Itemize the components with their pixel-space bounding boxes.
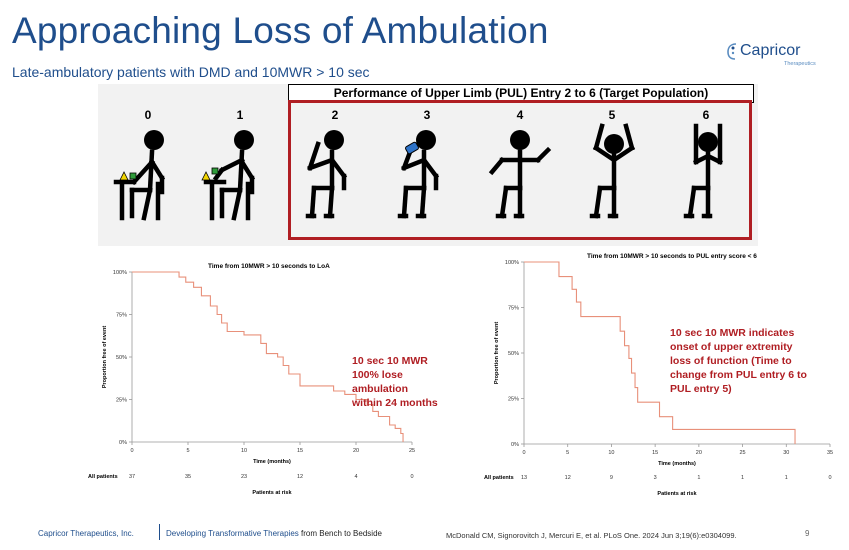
pul-entry-label: 2 [331, 108, 339, 122]
footer-tagline-blue: Developing Transformative Therapies [166, 529, 299, 538]
target-population-highlight [288, 100, 752, 240]
y-tick-label: 50% [116, 355, 127, 361]
pul-figure-6-icon [683, 123, 724, 219]
x-tick-label: 35 [827, 450, 833, 456]
slide-subtitle: Late-ambulatory patients with DMD and 10… [12, 64, 370, 80]
x-tick-label: 0 [130, 448, 133, 454]
risk-table-value: 23 [241, 474, 247, 480]
chart-2-km-plot: 0%25%50%75%100%013512109153201251301350T… [484, 260, 833, 497]
km-survival-curve [524, 261, 796, 444]
risk-table-value: 12 [565, 475, 571, 481]
chart-1-annotation: 10 sec 10 MWR 100% lose ambulation withi… [352, 355, 438, 409]
y-tick-label: 75% [508, 306, 519, 312]
pul-entry-label: 1 [236, 108, 244, 122]
y-tick-label: 100% [113, 270, 127, 276]
x-tick-label: 25 [740, 450, 746, 456]
risk-table-caption: Patients at risk [657, 491, 697, 497]
x-axis-label: Time (months) [253, 459, 291, 465]
y-tick-label: 0% [511, 442, 519, 448]
risk-table-value: 35 [185, 474, 191, 480]
pul-figure-5-icon [589, 123, 636, 219]
logo-mark-icon [727, 43, 737, 60]
x-tick-label: 15 [297, 448, 303, 454]
pul-figure-0-icon [113, 130, 166, 221]
chart-2-title: Time from 10MWR > 10 seconds to PUL entr… [587, 253, 757, 260]
pul-entry-label: 5 [608, 108, 616, 122]
risk-table-value: 1 [697, 475, 700, 481]
x-tick-label: 15 [652, 450, 658, 456]
pul-figure-3-icon [397, 130, 440, 219]
x-tick-label: 20 [696, 450, 702, 456]
x-tick-label: 20 [353, 448, 359, 454]
pul-figure-4-icon [488, 130, 552, 219]
y-tick-label: 25% [508, 397, 519, 403]
footer-divider [159, 524, 160, 540]
slide-title: Approaching Loss of Ambulation [12, 10, 549, 51]
risk-table-value: 13 [521, 475, 527, 481]
km-survival-curve [132, 271, 404, 442]
y-tick-label: 50% [508, 351, 519, 357]
chart-2-annotation: 10 sec 10 MWR indicates onset of upper e… [670, 327, 807, 395]
risk-table-value: 1 [785, 475, 788, 481]
pul-entry-label: 0 [144, 108, 152, 122]
y-axis-label: Proportion free of event [102, 326, 108, 389]
risk-table-value: 37 [129, 474, 135, 480]
x-tick-label: 10 [608, 450, 614, 456]
x-tick-label: 25 [409, 448, 415, 454]
x-tick-label: 5 [566, 450, 569, 456]
y-tick-label: 100% [505, 260, 519, 266]
footer-citation: McDonald CM, Signorovitch J, Mercuri E, … [446, 531, 737, 540]
pul-figure-1-icon [201, 130, 256, 221]
pul-figure-2-icon [305, 130, 348, 219]
y-tick-label: 25% [116, 398, 127, 404]
pul-entry-label: 3 [423, 108, 431, 122]
chart-1-title: Time from 10MWR > 10 seconds to LoA [208, 263, 330, 270]
capricor-logo: Capricor Therapeutics [726, 40, 826, 74]
risk-table-value: 0 [410, 474, 413, 480]
risk-table-value: 1 [741, 475, 744, 481]
footer-tagline: Developing Transformative Therapies from… [166, 529, 382, 538]
logo-tagline: Therapeutics [784, 61, 816, 67]
y-axis-label: Proportion free of event [494, 322, 500, 385]
risk-table-value: 9 [610, 475, 613, 481]
risk-table-caption: Patients at risk [252, 490, 292, 496]
risk-table-label: All patients [88, 474, 118, 480]
pul-entry-label: 6 [702, 108, 710, 122]
risk-table-value: 0 [828, 475, 831, 481]
page-number: 9 [805, 529, 810, 538]
x-tick-label: 5 [186, 448, 189, 454]
footer-tagline-dark: from Bench to Bedside [298, 529, 382, 538]
risk-table-label: All patients [484, 475, 514, 481]
x-tick-label: 10 [241, 448, 247, 454]
logo-name: Capricor [740, 42, 801, 59]
pul-entry-label: 4 [516, 108, 524, 122]
footer-company: Capricor Therapeutics, Inc. [38, 529, 134, 538]
risk-table-value: 3 [654, 475, 657, 481]
risk-table-value: 4 [354, 474, 357, 480]
y-tick-label: 75% [116, 313, 127, 319]
x-tick-label: 30 [783, 450, 789, 456]
x-tick-label: 0 [522, 450, 525, 456]
risk-table-value: 12 [297, 474, 303, 480]
y-tick-label: 0% [119, 440, 127, 446]
chart-1-km-plot: 0% 25% 50% 75% 100% 0 37 5 35 10 23 15 12 20 4 25 0 Time … [88, 270, 415, 496]
x-axis-label: Time (months) [658, 461, 696, 467]
